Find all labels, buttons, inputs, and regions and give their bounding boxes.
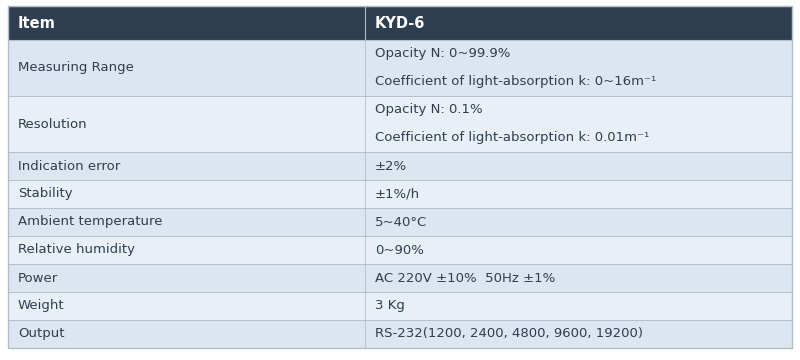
Text: Coefficient of light-absorption k: 0~16m⁻¹: Coefficient of light-absorption k: 0~16m… <box>374 76 656 89</box>
Text: Opacity N: 0~99.9%: Opacity N: 0~99.9% <box>374 48 510 60</box>
Text: Indication error: Indication error <box>18 159 120 172</box>
Text: Stability: Stability <box>18 188 73 201</box>
Text: Ambient temperature: Ambient temperature <box>18 216 162 229</box>
Bar <box>8 208 792 236</box>
Bar <box>8 152 792 180</box>
Text: AC 220V ±10%  50Hz ±1%: AC 220V ±10% 50Hz ±1% <box>374 271 555 284</box>
Text: Opacity N: 0.1%: Opacity N: 0.1% <box>374 104 482 117</box>
Text: Output: Output <box>18 328 65 341</box>
Text: 3 Kg: 3 Kg <box>374 300 405 312</box>
Bar <box>8 236 792 264</box>
Text: KYD-6: KYD-6 <box>374 15 425 31</box>
Text: ±2%: ±2% <box>374 159 407 172</box>
Bar <box>8 6 792 40</box>
Text: ±1%/h: ±1%/h <box>374 188 420 201</box>
Bar <box>8 292 792 320</box>
Text: Resolution: Resolution <box>18 117 88 130</box>
Text: Item: Item <box>18 15 56 31</box>
Text: Weight: Weight <box>18 300 65 312</box>
Text: RS-232(1200, 2400, 4800, 9600, 19200): RS-232(1200, 2400, 4800, 9600, 19200) <box>374 328 642 341</box>
Text: Measuring Range: Measuring Range <box>18 62 134 75</box>
Text: Power: Power <box>18 271 58 284</box>
Bar <box>8 264 792 292</box>
Text: 5~40°C: 5~40°C <box>374 216 427 229</box>
Bar <box>8 96 792 152</box>
Bar <box>8 180 792 208</box>
Text: 0~90%: 0~90% <box>374 243 423 256</box>
Text: Relative humidity: Relative humidity <box>18 243 135 256</box>
Text: Coefficient of light-absorption k: 0.01m⁻¹: Coefficient of light-absorption k: 0.01m… <box>374 131 649 144</box>
Bar <box>8 320 792 348</box>
Bar <box>8 40 792 96</box>
